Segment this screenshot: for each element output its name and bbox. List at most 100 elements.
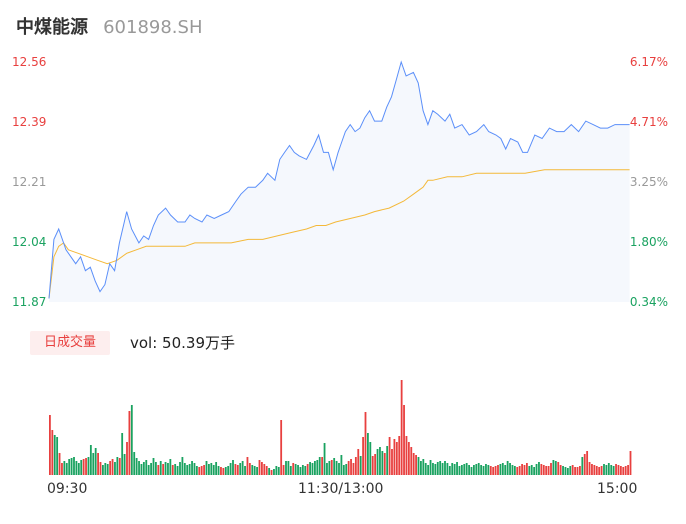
volume-bar xyxy=(87,457,90,475)
volume-bar xyxy=(439,461,442,475)
stock-code: 601898.SH xyxy=(103,17,203,38)
volume-bar xyxy=(386,446,389,475)
volume-tab[interactable]: 日成交量 xyxy=(30,331,110,355)
volume-bar xyxy=(458,466,461,475)
volume-bar xyxy=(104,463,107,475)
volume-bar xyxy=(51,430,54,475)
volume-bar xyxy=(545,466,548,475)
volume-bar xyxy=(323,443,326,475)
volume-bar xyxy=(600,466,603,475)
volume-bar xyxy=(183,463,186,475)
volume-bar xyxy=(198,467,201,475)
volume-bar xyxy=(410,447,413,475)
volume-bar xyxy=(205,461,208,475)
volume-bar xyxy=(588,462,591,475)
volume-bar xyxy=(552,460,555,475)
volume-bar xyxy=(624,466,627,475)
volume-bar xyxy=(181,457,184,475)
volume-bar xyxy=(53,435,56,475)
volume-bar xyxy=(473,465,475,475)
volume-bar xyxy=(393,439,396,475)
volume-bar xyxy=(367,433,369,475)
volume-bar xyxy=(311,463,314,475)
volume-bar xyxy=(246,457,249,475)
header: 中煤能源 601898.SH xyxy=(16,13,203,39)
volume-bar xyxy=(359,456,362,475)
volume-bar xyxy=(581,457,584,475)
volume-bar xyxy=(485,464,487,475)
y-left-tick: 12.39 xyxy=(12,115,47,129)
volume-bar xyxy=(135,458,138,475)
volume-bar xyxy=(280,420,283,475)
volume-bar xyxy=(49,415,51,475)
volume-bar xyxy=(571,465,574,475)
volume-bar xyxy=(106,464,109,475)
y-right-tick: 6.17% xyxy=(629,55,668,69)
volume-bar xyxy=(629,451,632,475)
volume-bar xyxy=(347,461,350,475)
volume-bar xyxy=(157,465,160,475)
volume-bar xyxy=(504,465,507,475)
volume-bar xyxy=(424,463,427,475)
volume-bar xyxy=(591,464,593,475)
volume-bar xyxy=(275,466,278,475)
y-right-tick: 3.25% xyxy=(629,175,668,189)
volume-bar xyxy=(282,465,285,475)
volume-bar xyxy=(538,462,540,475)
y-left-tick: 12.04 xyxy=(12,235,47,249)
volume-bar xyxy=(506,461,509,475)
volume-bar xyxy=(299,467,302,475)
volume-bar xyxy=(162,464,165,475)
volume-bar xyxy=(159,461,162,475)
volume-bar xyxy=(354,457,357,475)
volume-bar xyxy=(164,462,167,475)
volume-bar xyxy=(287,461,290,475)
volume-bar xyxy=(576,467,579,475)
volume-bar xyxy=(593,465,596,475)
volume-bar xyxy=(171,465,174,475)
volume-bar xyxy=(68,459,71,475)
volume-bar xyxy=(470,467,473,475)
volume-bar xyxy=(482,466,485,475)
volume-bar xyxy=(56,437,59,475)
volume-bar xyxy=(446,463,449,475)
volume-bar xyxy=(432,463,434,475)
volume-bar xyxy=(477,463,480,475)
volume-bar xyxy=(540,464,543,475)
volume-bar xyxy=(415,455,417,475)
volume-bar xyxy=(152,458,155,475)
volume-bar xyxy=(114,462,116,475)
volume-bar xyxy=(434,464,437,475)
volume-bar xyxy=(227,466,230,475)
volume-bar xyxy=(294,464,297,475)
volume-bar xyxy=(292,463,295,475)
volume-bar xyxy=(301,465,304,475)
volume-bar xyxy=(489,466,492,475)
volume-bar xyxy=(388,437,391,475)
volume-bar xyxy=(212,465,215,475)
volume-bar xyxy=(518,466,521,475)
volume-bar xyxy=(99,462,102,475)
volume-bar xyxy=(109,461,112,475)
volume-readout: vol: 50.39万手 xyxy=(130,334,235,352)
volume-bar xyxy=(530,465,533,475)
volume-bar xyxy=(603,464,605,475)
volume-bar xyxy=(251,465,254,475)
volume-bar xyxy=(528,466,531,475)
volume-bar xyxy=(232,460,234,475)
volume-bar xyxy=(345,464,348,475)
volume-bar xyxy=(379,447,381,475)
volume-bar xyxy=(405,436,408,475)
volume-bar xyxy=(622,467,625,475)
avg-price-line xyxy=(48,169,630,299)
volume-bar xyxy=(224,467,227,475)
volume-bar xyxy=(186,465,189,475)
volume-bar xyxy=(61,463,63,475)
volume-bar xyxy=(441,463,444,475)
volume-bar xyxy=(412,453,415,475)
volume-bar xyxy=(102,465,104,475)
volume-bar xyxy=(63,461,66,475)
volume-bar xyxy=(85,458,87,475)
volume-bar xyxy=(330,460,333,475)
volume-bar xyxy=(318,457,321,475)
